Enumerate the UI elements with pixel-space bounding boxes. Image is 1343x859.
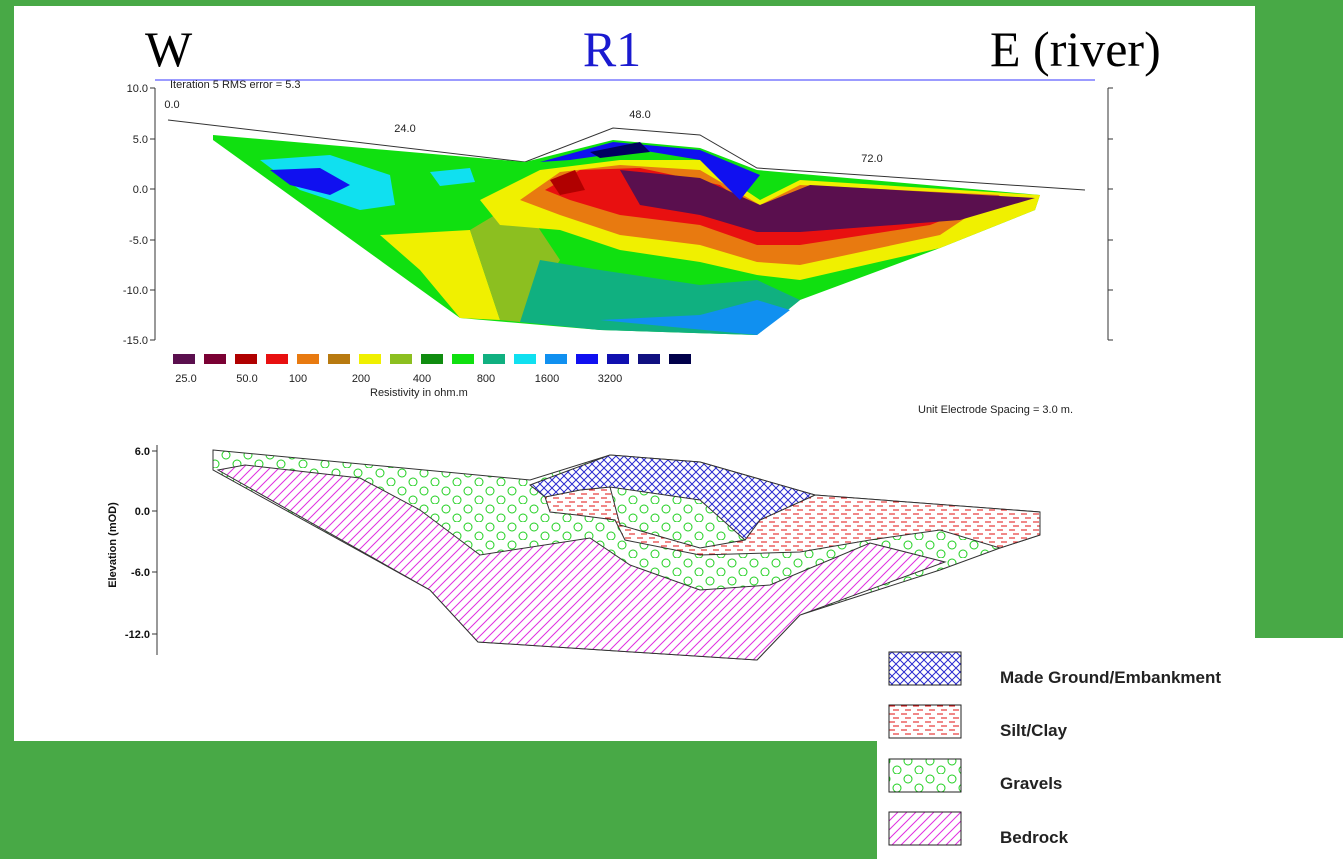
x-label: 24.0 (394, 123, 415, 135)
legend-swatch (888, 704, 962, 739)
scale-title: Resistivity in ohm.m (370, 387, 468, 399)
legend-label: Silt/Clay (1000, 721, 1068, 740)
y-tick-label: 6.0 (135, 446, 150, 458)
y-tick-label: -12.0 (125, 629, 150, 641)
y-tick-label: 0.0 (133, 184, 148, 196)
x-label: 72.0 (861, 153, 882, 165)
iteration-note: Iteration 5 RMS error = 5.3 (170, 79, 301, 91)
title: R1 (583, 21, 641, 77)
y-axis-label: Elevation (mOD) (107, 502, 119, 588)
interpretation-layers (212, 449, 1041, 661)
scale-label: 50.0 (236, 373, 257, 385)
scale-label: 800 (477, 373, 495, 385)
interpretation-axis (152, 445, 158, 655)
interpretation-y-ticks: 6.0 0.0 -6.0 -12.0 (125, 446, 150, 641)
x-label: 0.0 (164, 99, 179, 111)
x-label: 48.0 (629, 109, 650, 121)
y-tick-label: -10.0 (123, 285, 148, 297)
resistivity-image (213, 135, 1040, 335)
y-tick-label: -15.0 (123, 335, 148, 347)
legend-swatch (888, 811, 962, 846)
scale-label: 400 (413, 373, 431, 385)
scale-label: 3200 (598, 373, 622, 385)
y-tick-label: 10.0 (127, 83, 148, 95)
resistivity-axes (150, 87, 1113, 341)
west-label: W (145, 21, 193, 77)
scale-label: 200 (352, 373, 370, 385)
y-tick-label: 0.0 (135, 506, 150, 518)
legend: Made Ground/Embankment Silt/Clay Gravels… (888, 651, 1221, 847)
scale-label: 100 (289, 373, 307, 385)
color-scale (173, 354, 691, 364)
color-scale-labels: 25.0 50.0 100 200 400 800 1600 3200 (175, 373, 622, 385)
topography-line (167, 119, 1086, 191)
legend-label: Bedrock (1000, 828, 1069, 847)
scale-label: 25.0 (175, 373, 196, 385)
resistivity-x-labels: 0.0 24.0 48.0 72.0 (164, 99, 882, 165)
legend-swatch (888, 758, 962, 793)
y-tick-label: -6.0 (131, 567, 150, 579)
y-tick-label: -5.0 (129, 235, 148, 247)
scale-label: 1600 (535, 373, 559, 385)
resistivity-y-ticks: 10.0 5.0 0.0 -5.0 -10.0 -15.0 (123, 83, 148, 347)
y-tick-label: 5.0 (133, 134, 148, 146)
spacing-note: Unit Electrode Spacing = 3.0 m. (918, 404, 1073, 416)
legend-label: Gravels (1000, 774, 1062, 793)
legend-swatch (888, 651, 962, 686)
legend-label: Made Ground/Embankment (1000, 668, 1221, 687)
east-label: E (river) (990, 21, 1161, 77)
